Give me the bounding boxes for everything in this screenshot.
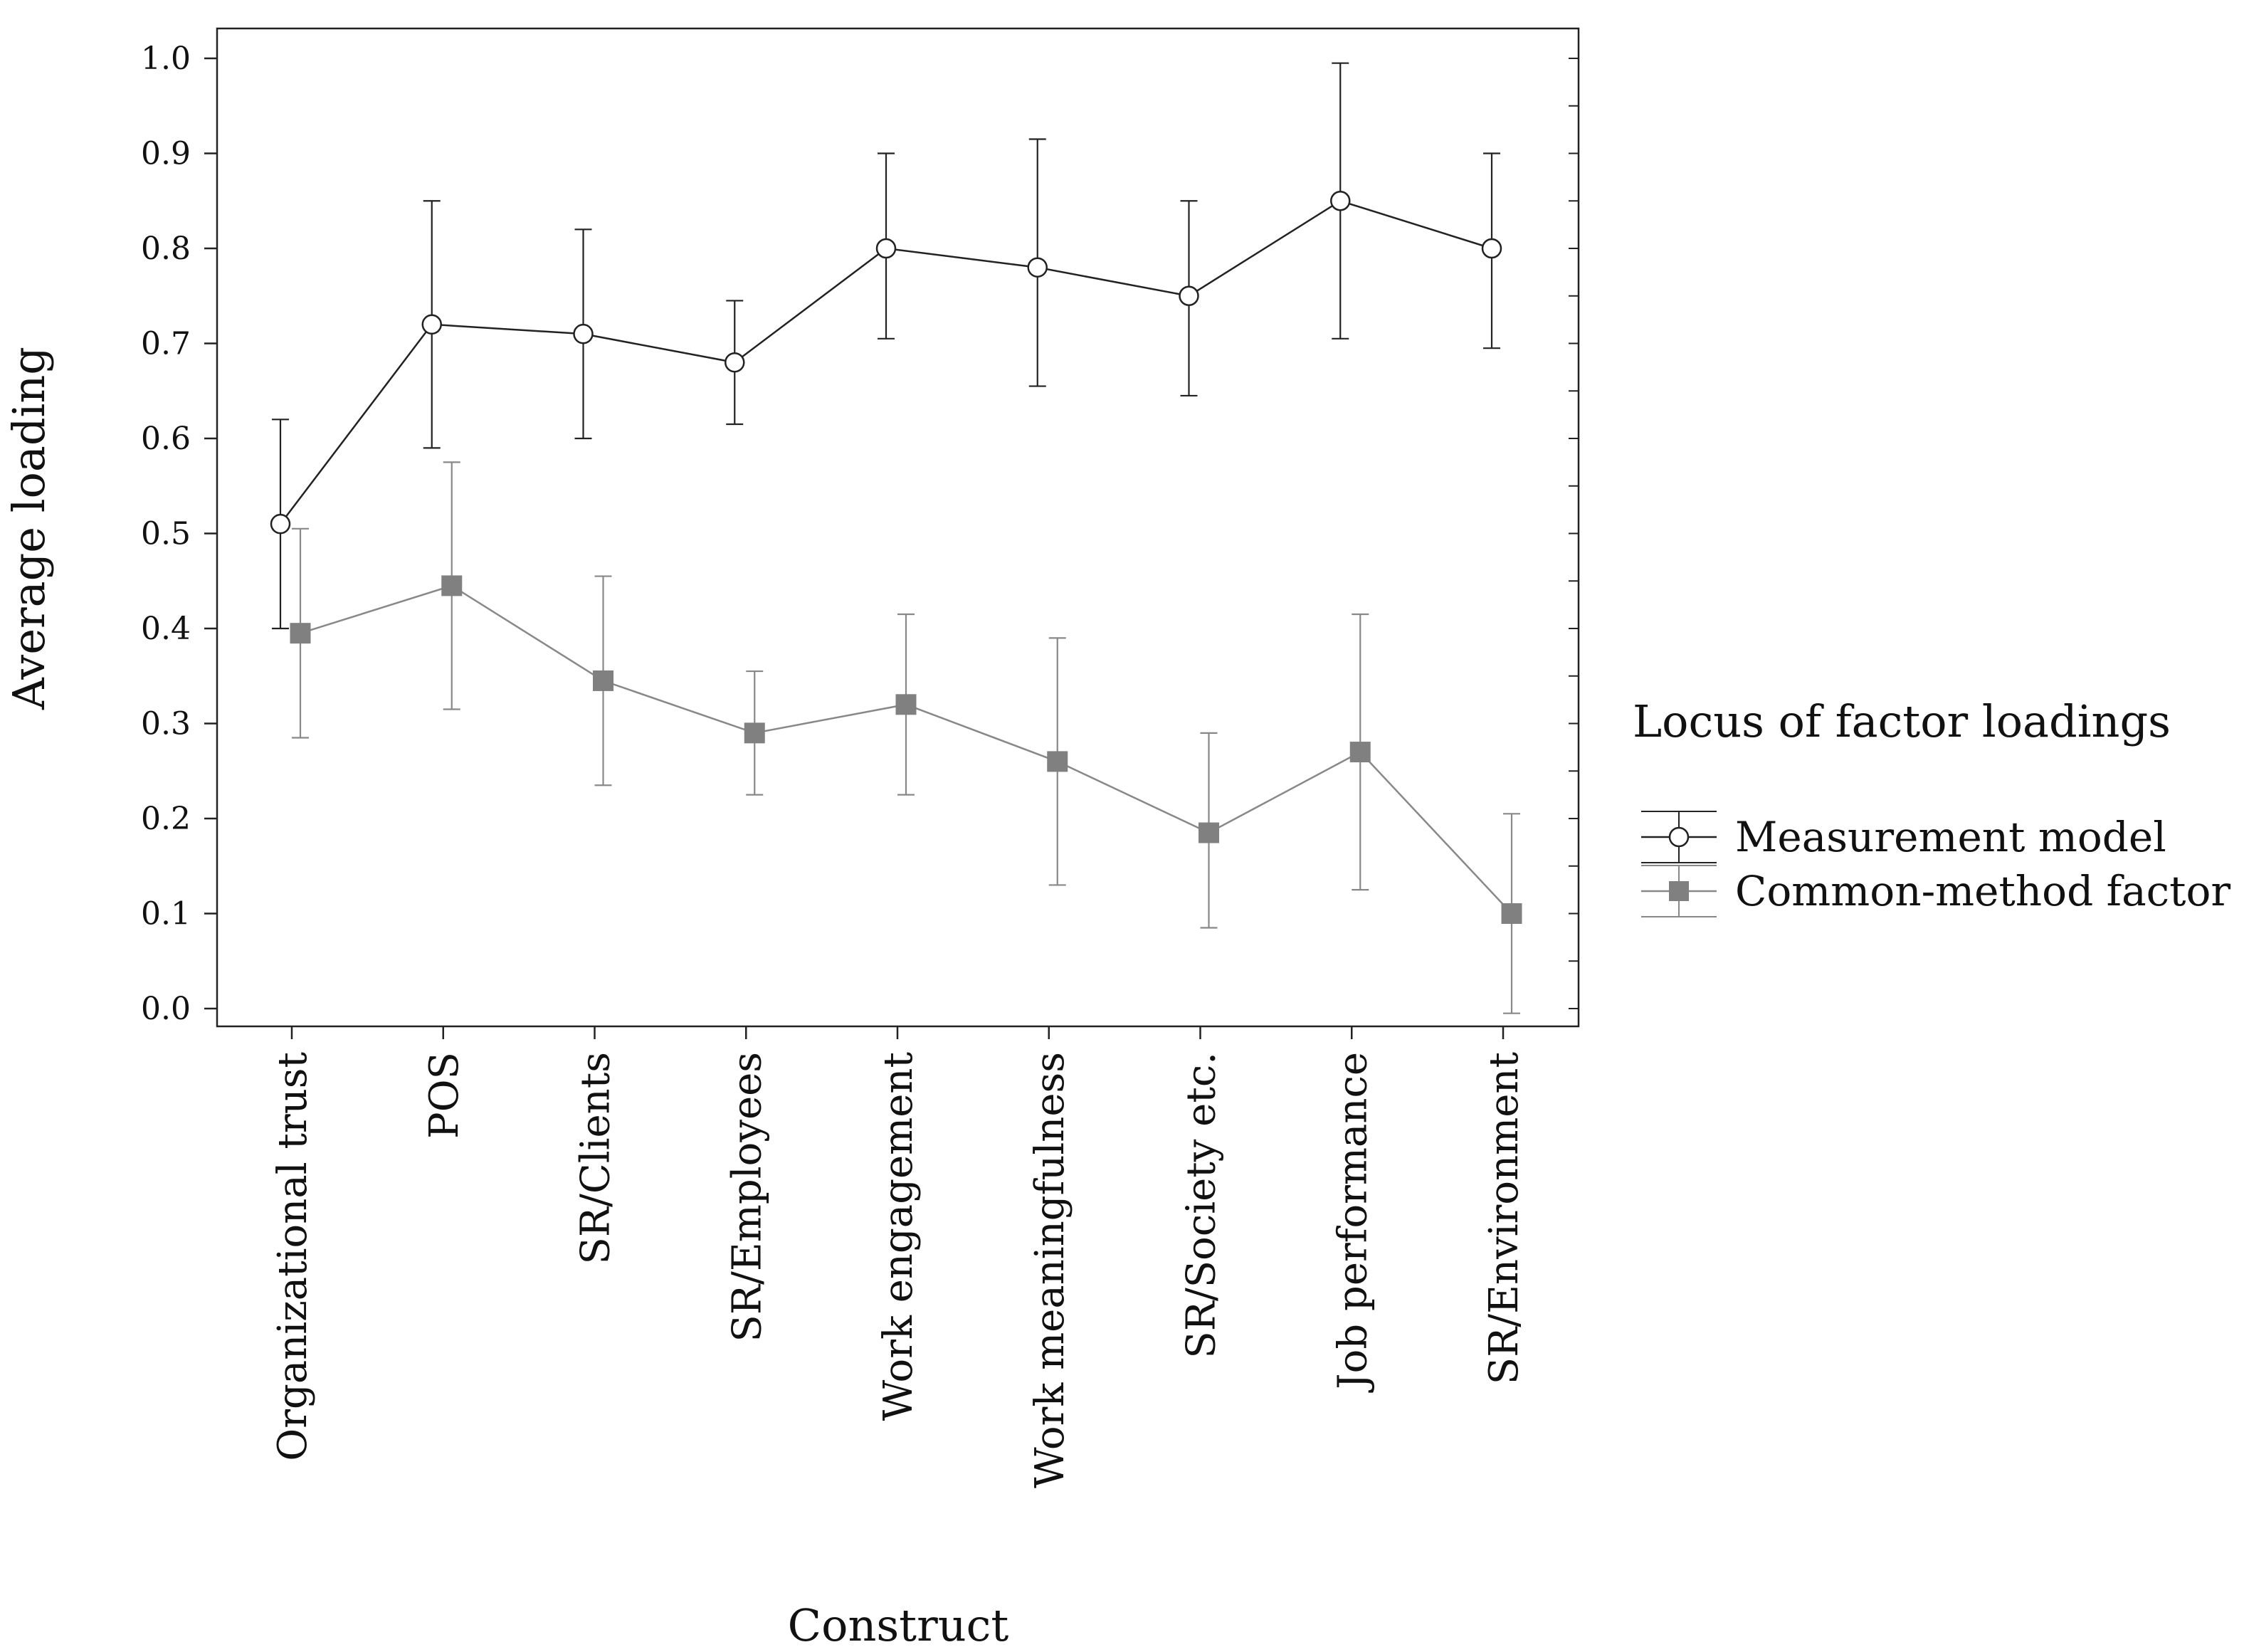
y-tick-label: 0.1 bbox=[141, 896, 191, 932]
data-point-circle bbox=[725, 352, 745, 373]
x-axis-title: Construct bbox=[788, 1599, 1009, 1651]
data-point-square bbox=[1349, 742, 1371, 763]
data-point-square bbox=[441, 575, 463, 596]
data-point-circle bbox=[270, 513, 291, 535]
legend-marker-circle bbox=[1668, 826, 1690, 848]
data-point-square bbox=[895, 694, 917, 715]
y-tick-label: 1.0 bbox=[141, 41, 191, 77]
x-tick-label: SR/Society etc. bbox=[1179, 1052, 1225, 1359]
x-tick-label: Work meaningfulness bbox=[1027, 1052, 1073, 1488]
y-tick-label: 0.0 bbox=[141, 991, 191, 1027]
data-point-circle bbox=[421, 314, 442, 335]
legend-label: Common-method factor bbox=[1735, 867, 2230, 915]
y-axis-title: Average loading bbox=[3, 347, 55, 710]
series-measurement-model bbox=[270, 62, 1502, 630]
x-tick-label: SR/Environment bbox=[1481, 1052, 1527, 1385]
y-tick-label: 0.2 bbox=[141, 801, 191, 837]
x-tick-label: Job performance bbox=[1329, 1052, 1376, 1393]
legend-item: Measurement model bbox=[1641, 811, 2166, 863]
data-point-square bbox=[1501, 903, 1522, 924]
data-point-circle bbox=[1027, 257, 1048, 278]
data-point-square bbox=[744, 722, 765, 744]
legend-marker-square bbox=[1669, 881, 1689, 901]
x-tick-label: SR/Employees bbox=[724, 1052, 770, 1342]
x-tick-label: Work engagement bbox=[875, 1052, 922, 1421]
series-common-method-factor bbox=[290, 461, 1522, 1014]
legend: Locus of factor loadings Measurement mod… bbox=[1633, 695, 2230, 917]
legend-title: Locus of factor loadings bbox=[1633, 695, 2171, 747]
legend-item: Common-method factor bbox=[1641, 865, 2230, 917]
y-tick-label: 0.9 bbox=[141, 136, 191, 172]
y-tick-label: 0.5 bbox=[141, 516, 191, 552]
legend-items: Measurement model Common-method factor bbox=[1641, 811, 2230, 917]
data-point-circle bbox=[875, 238, 897, 259]
x-axis: Organizational trust POS SR/Clients SR/Empl… bbox=[270, 1026, 1527, 1488]
y-tick-label: 0.7 bbox=[141, 326, 191, 362]
x-tick-label: Organizational trust bbox=[270, 1052, 316, 1461]
data-point-circle bbox=[573, 323, 594, 344]
x-tick-label: POS bbox=[421, 1052, 468, 1139]
series-layer bbox=[270, 62, 1522, 1014]
y-tick-label: 0.6 bbox=[141, 421, 191, 457]
data-point-square bbox=[1199, 822, 1219, 843]
data-point-square bbox=[290, 623, 311, 644]
x-tick-label: SR/Clients bbox=[573, 1052, 619, 1265]
data-point-circle bbox=[1179, 285, 1199, 306]
y-axis: 0.0 0.1 0.2 0.3 0.4 0.5 0.6 0.7 0.8 0.9 1.0 bbox=[141, 41, 1579, 1027]
y-tick-label: 0.4 bbox=[141, 611, 191, 647]
y-tick-label: 0.3 bbox=[141, 706, 191, 742]
legend-label: Measurement model bbox=[1735, 813, 2166, 861]
y-tick-label: 0.8 bbox=[141, 231, 191, 267]
data-point-circle bbox=[1330, 191, 1351, 211]
data-point-circle bbox=[1481, 238, 1502, 259]
data-point-square bbox=[593, 670, 613, 691]
data-point-square bbox=[1047, 751, 1068, 772]
